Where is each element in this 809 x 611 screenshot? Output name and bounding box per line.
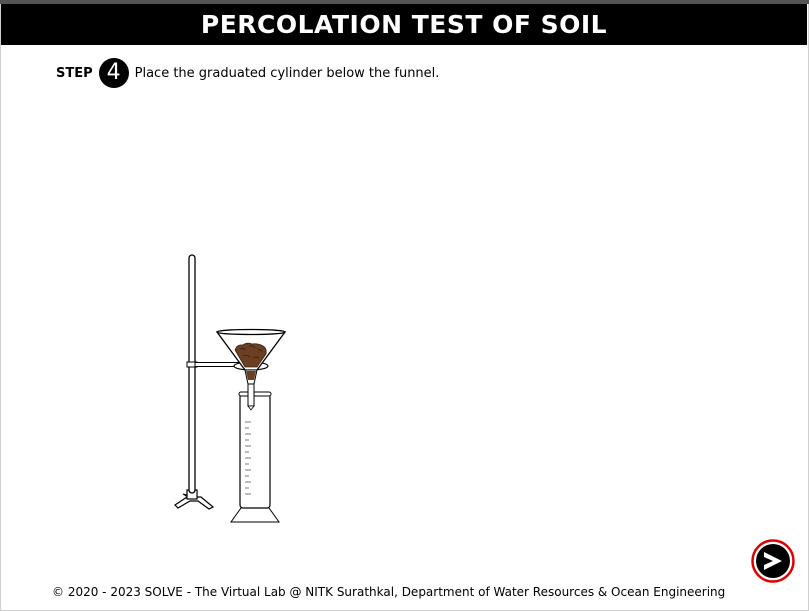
window-top-edge <box>0 0 809 4</box>
graduated-cylinder[interactable] <box>230 391 280 523</box>
step-number-badge: 4 <box>98 58 129 88</box>
step-text: Place the graduated cylinder below the f… <box>134 65 440 81</box>
funnel-with-soil[interactable] <box>215 328 287 411</box>
lab-apparatus <box>174 254 287 523</box>
chevron-right-icon <box>764 552 782 570</box>
step-instruction: STEP 4 Place the graduated cylinder belo… <box>56 58 439 88</box>
page-title: PERCOLATION TEST OF SOIL <box>1 4 807 45</box>
next-step-button[interactable] <box>751 539 795 583</box>
step-label: STEP <box>56 65 93 81</box>
footer-copyright: © 2020 - 2023 SOLVE - The Virtual Lab @ … <box>52 585 726 599</box>
retort-stand-rod <box>188 254 196 494</box>
clamp-arm <box>186 361 240 368</box>
